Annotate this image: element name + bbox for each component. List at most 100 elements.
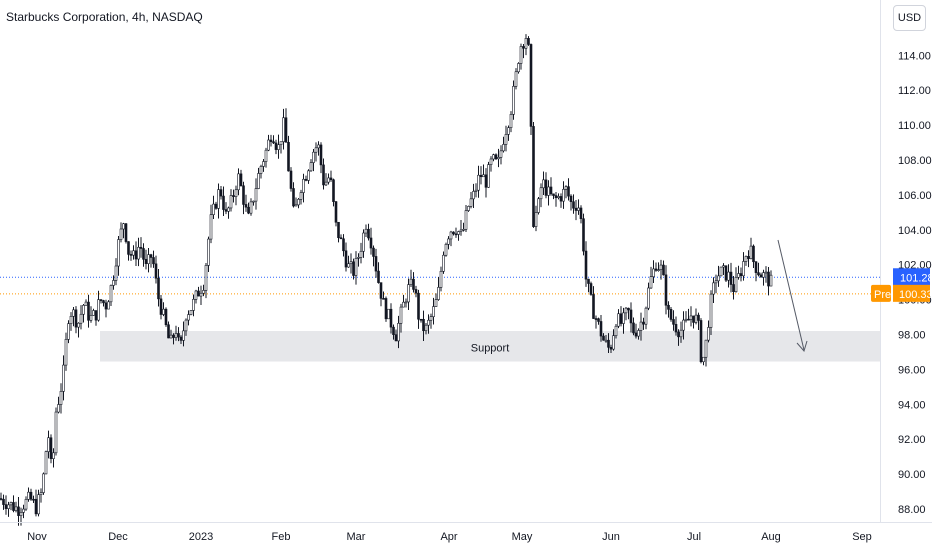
candle-body <box>274 142 278 150</box>
candle <box>44 450 48 475</box>
candle <box>552 193 555 200</box>
candle <box>364 224 368 238</box>
candle <box>17 497 20 526</box>
candle-body <box>159 298 163 315</box>
candle <box>284 108 288 143</box>
candle-body <box>412 278 415 290</box>
down-arrow-head-icon <box>796 340 808 353</box>
candle <box>407 278 410 310</box>
candle <box>462 222 465 232</box>
candle-body <box>494 154 498 160</box>
candle <box>194 289 198 304</box>
candle-body <box>564 186 568 190</box>
candle <box>684 311 688 323</box>
last-price-label: 101.28 <box>900 272 932 284</box>
candle <box>537 197 540 215</box>
y-tick-label: 108.00 <box>898 155 932 167</box>
candle-body <box>404 301 408 304</box>
candle-body <box>312 151 315 163</box>
candle <box>124 223 128 244</box>
candle <box>639 312 643 341</box>
candle-body <box>509 114 513 128</box>
candle <box>417 289 420 329</box>
candle <box>119 222 123 243</box>
candle-body <box>357 257 360 259</box>
candle <box>649 266 653 289</box>
candle-body <box>572 201 575 209</box>
candle-body <box>82 305 85 315</box>
candle <box>337 221 340 243</box>
candle <box>182 321 185 347</box>
candle <box>154 255 158 284</box>
candle <box>517 62 520 74</box>
candle-body <box>334 201 338 223</box>
candle-body <box>257 173 260 189</box>
candle-body <box>237 173 240 191</box>
candle <box>469 191 473 209</box>
candle-body <box>144 259 148 264</box>
candle <box>614 324 618 339</box>
candle <box>162 302 165 317</box>
candle <box>449 230 453 247</box>
candle <box>172 333 175 345</box>
candle-body <box>354 258 358 276</box>
candle <box>572 194 575 214</box>
x-tick-label: Aug <box>761 531 781 543</box>
candle <box>252 200 255 206</box>
candle-body <box>637 330 640 337</box>
candle-body <box>394 334 398 342</box>
candle <box>734 267 738 293</box>
candle-body <box>129 254 133 256</box>
candle <box>342 234 345 257</box>
candle <box>422 310 425 342</box>
candle <box>534 205 538 232</box>
candle <box>309 159 313 172</box>
candle <box>367 223 370 241</box>
candle-body <box>444 244 448 256</box>
currency-button[interactable]: USD <box>893 5 926 31</box>
candle-body <box>467 206 470 211</box>
candle-body <box>124 223 128 242</box>
candle <box>62 355 65 401</box>
candle-body <box>69 315 73 324</box>
candle <box>334 200 338 227</box>
candle <box>249 198 253 216</box>
candle <box>129 250 133 261</box>
candle <box>112 275 115 290</box>
candle <box>7 501 10 517</box>
candle-body <box>332 179 335 202</box>
candle-body <box>614 325 618 337</box>
candle-body <box>89 315 93 321</box>
candle <box>647 282 650 311</box>
candle-body <box>172 334 175 338</box>
candle <box>379 282 383 307</box>
candle <box>104 299 108 318</box>
candle-body <box>752 245 755 263</box>
candle <box>502 136 505 153</box>
candle-body <box>549 186 553 195</box>
candle-body <box>399 306 403 324</box>
candle <box>77 322 80 338</box>
candle <box>509 111 513 133</box>
candle-body <box>204 265 208 291</box>
candle-body <box>682 319 685 331</box>
candle-body <box>229 195 233 209</box>
candle-body <box>39 492 43 495</box>
candle-body <box>622 312 625 324</box>
candle-body <box>604 339 608 342</box>
candle <box>92 308 95 316</box>
candle <box>602 333 605 341</box>
candle-body <box>112 280 115 286</box>
candle <box>287 135 290 172</box>
candle <box>624 306 628 321</box>
candle-body <box>709 293 713 328</box>
candle <box>277 134 280 159</box>
candle-body <box>299 192 303 200</box>
chart-title: Starbucks Corporation, 4h, NASDAQ <box>6 10 203 24</box>
candle <box>674 316 678 336</box>
candle <box>272 135 275 144</box>
candle-body <box>279 141 283 145</box>
candle <box>744 255 748 266</box>
candle-body <box>624 307 628 314</box>
